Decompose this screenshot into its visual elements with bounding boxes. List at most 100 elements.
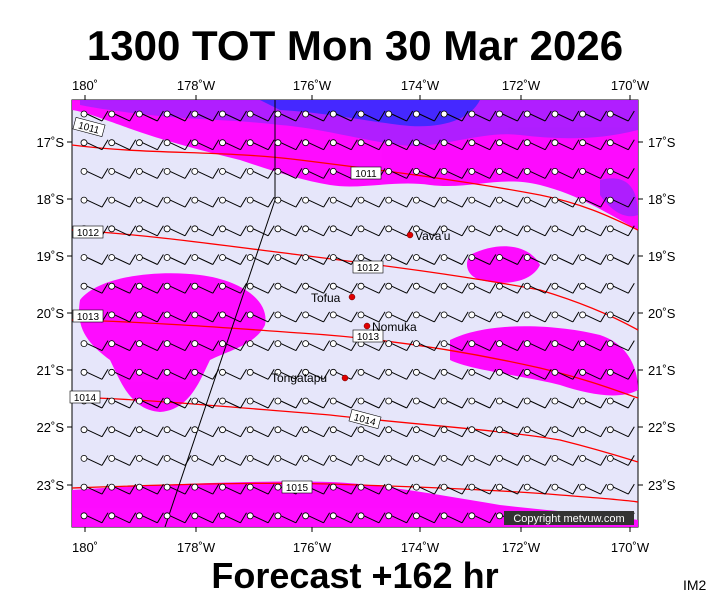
barb-flag: [406, 455, 414, 466]
copyright-box: [504, 511, 634, 525]
barb-flag: [156, 196, 164, 208]
barb-shaft: [474, 142, 491, 151]
barb-station: [302, 282, 310, 290]
barb-shaft: [225, 371, 241, 380]
barb-station: [163, 110, 171, 118]
barb-flag: [461, 168, 469, 179]
wind-barb: [135, 483, 164, 495]
barb-flag: [378, 282, 386, 294]
barb-flag: [129, 311, 137, 323]
wind-barb: [108, 196, 137, 208]
barb-flag: [156, 168, 164, 179]
barb-flag: [350, 369, 358, 380]
barb-station: [606, 426, 614, 434]
wind-barb: [385, 368, 414, 380]
barb-flag: [323, 139, 331, 150]
barb-flag: [572, 426, 580, 437]
barb-flag: [350, 196, 358, 208]
wind-barb: [579, 340, 608, 352]
barb-shaft: [502, 457, 518, 466]
barb-shaft: [419, 400, 435, 409]
barb-station: [302, 426, 310, 434]
barb-shaft: [419, 429, 435, 438]
wind-barb: [80, 368, 109, 380]
barb-shaft: [336, 199, 352, 208]
barb-shaft: [308, 429, 324, 438]
boundary-line: [164, 199, 276, 528]
barb-flag: [129, 426, 137, 437]
barb-shaft: [252, 314, 269, 323]
barb-flag: [433, 254, 441, 265]
barb-shaft: [114, 170, 130, 179]
barb-flag: [101, 168, 109, 179]
wind-barb: [191, 167, 220, 179]
barb-shaft: [557, 257, 574, 265]
wind-barb: [246, 340, 275, 352]
wind-barb: [385, 483, 414, 495]
barb-shaft: [197, 142, 214, 151]
wind-barb: [440, 139, 469, 151]
barb-flag: [323, 426, 331, 437]
barb-flag: [184, 139, 192, 150]
barb-station: [440, 139, 448, 147]
wind-barb: [440, 454, 469, 466]
wind-barb: [191, 512, 220, 524]
barb-station: [468, 512, 476, 520]
barb-flag: [350, 254, 358, 265]
barb-station: [329, 397, 337, 405]
barb-flag: [461, 225, 469, 237]
barb-shaft: [557, 113, 574, 122]
barb-flag: [627, 225, 635, 237]
barb-flag: [544, 282, 552, 294]
barb-flag: [129, 512, 137, 524]
wind-barb: [274, 454, 303, 466]
barb-station: [579, 311, 586, 319]
wind-barb: [163, 368, 192, 380]
barb-flag: [461, 110, 469, 122]
barb-shaft: [86, 142, 103, 151]
barb-station: [440, 512, 448, 520]
barb-station: [523, 110, 531, 118]
barb-station: [80, 483, 88, 491]
barb-flag: [517, 139, 524, 150]
barb-station: [219, 454, 226, 462]
barb-station: [606, 483, 614, 491]
barb-flag: [212, 110, 220, 122]
barb-shaft: [280, 314, 297, 323]
barb-flag: [295, 397, 303, 409]
barb-shaft: [613, 199, 629, 208]
barb-station: [496, 254, 503, 261]
barb-flag: [406, 282, 414, 294]
barb-station: [551, 311, 559, 319]
barb-flag: [461, 397, 469, 409]
barb-shaft: [142, 400, 158, 409]
wind-barb: [468, 426, 497, 438]
barb-shaft: [114, 257, 130, 265]
wind-barb: [523, 368, 552, 380]
barb-station: [357, 254, 365, 261]
barb-shaft: [585, 486, 601, 495]
barb-station: [246, 139, 254, 147]
barb-shaft: [529, 285, 546, 294]
wind-barb: [385, 512, 414, 524]
barb-shaft: [308, 142, 324, 151]
barb-shaft: [86, 343, 103, 352]
barb-flag: [156, 369, 164, 380]
barb-station: [385, 483, 393, 491]
wind-barb: [496, 368, 524, 380]
barb-flag: [129, 282, 137, 294]
barb-flag: [517, 369, 524, 380]
barb-station: [606, 340, 614, 348]
barb-station: [219, 311, 226, 319]
barb-station: [523, 397, 531, 405]
barb-flag: [489, 512, 497, 524]
barb-station: [163, 340, 171, 348]
barb-flag: [544, 254, 552, 265]
barb-station: [496, 483, 503, 491]
barb-flag: [267, 426, 275, 437]
barb-shaft: [114, 285, 130, 294]
barb-flag: [378, 455, 386, 466]
barb-shaft: [336, 486, 352, 495]
barb-station: [579, 483, 586, 491]
barb-shaft: [419, 228, 435, 237]
